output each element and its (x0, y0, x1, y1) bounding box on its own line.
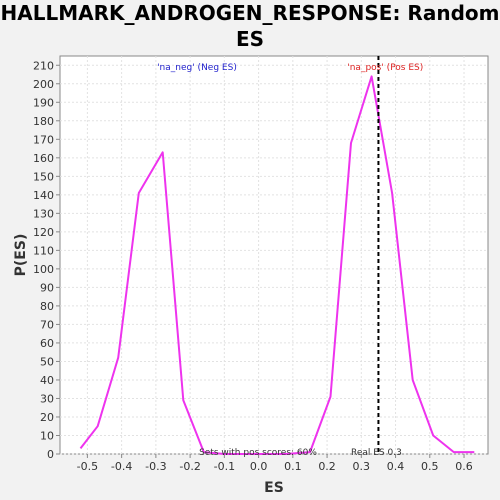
y-tick-label: 20 (40, 411, 54, 424)
y-axis-title: P(ES) (13, 234, 29, 277)
x-tick-label: 0.2 (318, 460, 336, 473)
pos-label: 'na_pos' (Pos ES) (347, 63, 423, 73)
reference-line-label: Real ES 0.3 (351, 448, 402, 458)
y-tick-label: 140 (33, 189, 54, 202)
y-tick-label: 170 (33, 133, 54, 146)
y-tick-label: 200 (33, 78, 54, 91)
y-tick-label: 150 (33, 170, 54, 183)
x-tick-label: -0.1 (214, 460, 235, 473)
y-tick-label: 100 (33, 263, 54, 276)
y-tick-label: 80 (40, 300, 54, 313)
x-tick-label: 0.3 (353, 460, 371, 473)
y-axis: 0 10 20 30 40 50 60 70 80 90 100 110 120 130 140 150 160… (33, 59, 60, 461)
y-tick-label: 110 (33, 244, 54, 257)
y-tick-label: 210 (33, 59, 54, 72)
x-tick-label: 0.0 (250, 460, 268, 473)
x-tick-label: -0.4 (111, 460, 132, 473)
series-line (79, 75, 475, 455)
y-tick-label: 10 (40, 429, 54, 442)
x-tick-label: -0.5 (77, 460, 98, 473)
x-tick-label: 0.5 (421, 460, 439, 473)
y-tick-label: 50 (40, 355, 54, 368)
y-tick-label: 120 (33, 226, 54, 239)
y-tick-label: 180 (33, 115, 54, 128)
y-tick-label: 70 (40, 318, 54, 331)
pos-scores-label: Sets with pos scores: 60% (199, 448, 317, 458)
y-tick-label: 160 (33, 152, 54, 165)
chart-title-line1: HALLMARK_ANDROGEN_RESPONSE: Random ES (0, 1, 500, 51)
x-tick-label: 0.1 (284, 460, 302, 473)
grid (60, 56, 488, 455)
plot-area (59, 55, 489, 455)
x-tick-label: 0.6 (455, 460, 473, 473)
x-axis: -0.5 -0.4 -0.3 -0.2 -0.1 0.0 0.1 0.2 0.3 0.4 0.5 0.… (77, 454, 473, 473)
neg-label: 'na_neg' (Neg ES) (157, 63, 237, 73)
x-axis-title: ES (264, 480, 284, 496)
x-tick-label: -0.2 (179, 460, 200, 473)
y-tick-label: 190 (33, 96, 54, 109)
series-group (79, 75, 475, 455)
x-tick-label: 0.4 (387, 460, 405, 473)
y-tick-label: 30 (40, 392, 54, 405)
y-tick-label: 0 (47, 448, 54, 461)
y-tick-label: 60 (40, 337, 54, 350)
y-tick-label: 90 (40, 281, 54, 294)
y-tick-label: 130 (33, 207, 54, 220)
x-tick-label: -0.3 (145, 460, 166, 473)
y-tick-label: 40 (40, 374, 54, 387)
